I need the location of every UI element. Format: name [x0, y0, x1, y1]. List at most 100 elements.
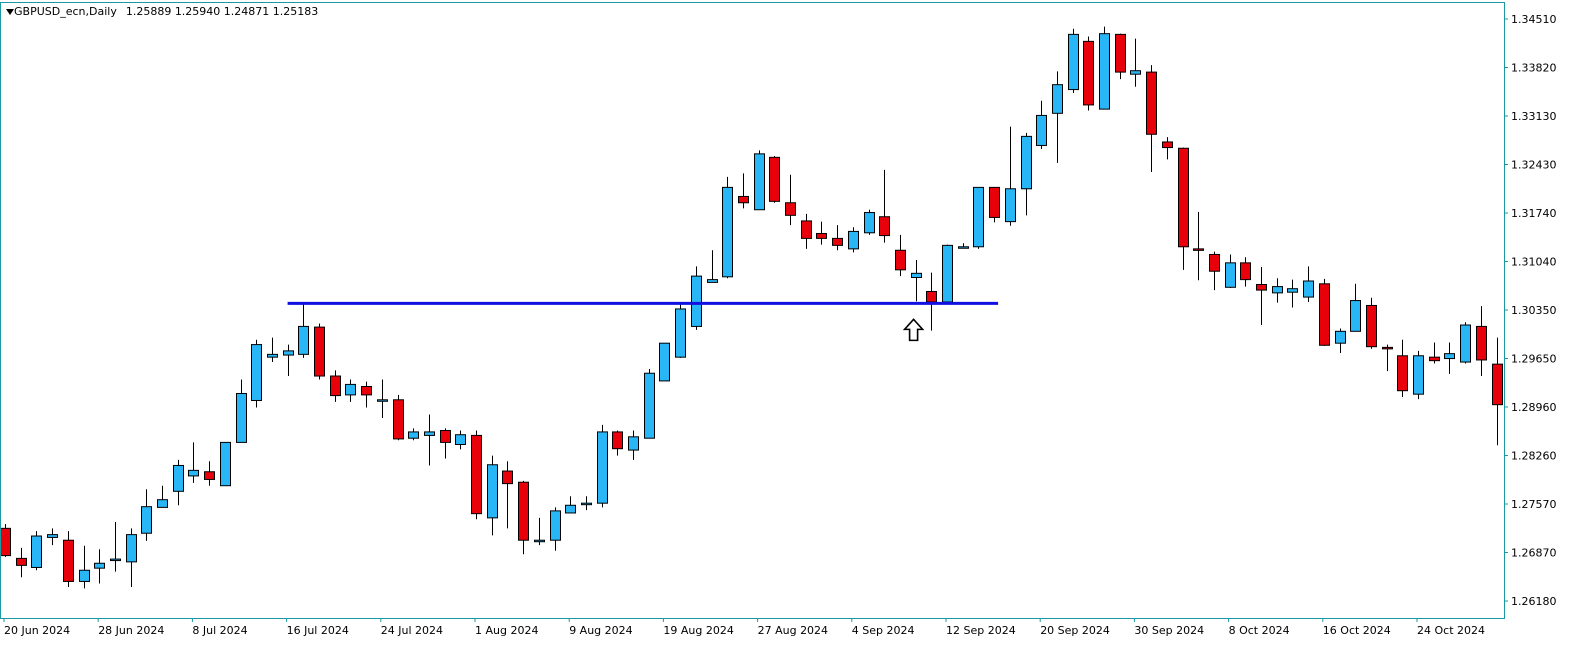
- candle[interactable]: [1005, 126, 1016, 226]
- candle[interactable]: [141, 489, 152, 541]
- candle[interactable]: [848, 227, 859, 253]
- candle[interactable]: [1162, 137, 1173, 160]
- candle[interactable]: [393, 394, 404, 441]
- candle[interactable]: [1413, 350, 1424, 400]
- candle[interactable]: [675, 303, 686, 358]
- candle[interactable]: [377, 379, 388, 418]
- candle[interactable]: [126, 528, 137, 588]
- candle[interactable]: [691, 266, 702, 330]
- candle[interactable]: [220, 441, 231, 487]
- candle[interactable]: [471, 430, 482, 520]
- candle[interactable]: [659, 342, 670, 382]
- candle[interactable]: [1287, 279, 1298, 308]
- candle[interactable]: [1476, 306, 1487, 377]
- candle[interactable]: [79, 545, 90, 589]
- candle[interactable]: [832, 225, 843, 251]
- candle[interactable]: [1272, 278, 1283, 303]
- candle[interactable]: [298, 301, 309, 358]
- candle[interactable]: [581, 496, 592, 511]
- candle[interactable]: [518, 480, 529, 555]
- candle[interactable]: [1460, 322, 1471, 364]
- candle[interactable]: [1303, 266, 1314, 302]
- candle[interactable]: [1130, 38, 1141, 87]
- candle[interactable]: [110, 522, 121, 572]
- candle[interactable]: [769, 155, 780, 203]
- candle[interactable]: [1036, 100, 1047, 149]
- candle[interactable]: [408, 428, 419, 441]
- x-tick-label: 4 Sep 2024: [852, 624, 915, 637]
- candle[interactable]: [157, 485, 168, 508]
- candle[interactable]: [1335, 328, 1346, 353]
- candle[interactable]: [361, 381, 372, 408]
- candle[interactable]: [283, 344, 294, 377]
- candle[interactable]: [707, 250, 718, 283]
- candle[interactable]: [644, 369, 655, 439]
- candle[interactable]: [989, 186, 1000, 223]
- candle[interactable]: [345, 379, 356, 402]
- candle[interactable]: [1319, 278, 1330, 346]
- candle[interactable]: [628, 430, 639, 460]
- candle[interactable]: [1350, 283, 1361, 332]
- candle[interactable]: [565, 496, 576, 514]
- candle[interactable]: [1068, 28, 1079, 94]
- candle[interactable]: [911, 260, 922, 302]
- candle[interactable]: [1209, 251, 1220, 291]
- candle[interactable]: [942, 244, 953, 304]
- candle[interactable]: [801, 213, 812, 249]
- candle[interactable]: [895, 234, 906, 277]
- candle[interactable]: [1225, 254, 1236, 288]
- up-arrow-icon[interactable]: [902, 318, 925, 342]
- candle[interactable]: [958, 243, 969, 249]
- candle[interactable]: [16, 547, 27, 578]
- candle[interactable]: [204, 461, 215, 486]
- candle[interactable]: [864, 209, 875, 235]
- candle[interactable]: [785, 174, 796, 226]
- candle[interactable]: [926, 272, 937, 331]
- candle-body-bear: [440, 430, 451, 443]
- collapse-triangle-icon[interactable]: [6, 8, 14, 15]
- candle[interactable]: [1115, 33, 1126, 80]
- candle[interactable]: [738, 173, 749, 209]
- candle[interactable]: [251, 339, 262, 408]
- candle[interactable]: [722, 176, 733, 279]
- candle[interactable]: [94, 549, 105, 584]
- candle[interactable]: [0, 524, 11, 557]
- candle[interactable]: [1256, 267, 1267, 326]
- candle[interactable]: [236, 379, 247, 443]
- candle[interactable]: [1444, 342, 1455, 374]
- candle[interactable]: [487, 455, 498, 536]
- candle[interactable]: [1382, 344, 1393, 372]
- candle[interactable]: [1052, 71, 1063, 163]
- candle[interactable]: [973, 186, 984, 249]
- candle[interactable]: [330, 370, 341, 402]
- candle[interactable]: [1429, 342, 1440, 364]
- candle[interactable]: [502, 461, 513, 529]
- candle[interactable]: [440, 428, 451, 459]
- candle[interactable]: [455, 430, 466, 450]
- candle[interactable]: [314, 323, 325, 380]
- candle[interactable]: [597, 424, 608, 508]
- candle[interactable]: [1146, 65, 1157, 173]
- candle[interactable]: [879, 169, 890, 243]
- candle[interactable]: [1083, 36, 1094, 111]
- candle[interactable]: [188, 442, 199, 483]
- candle[interactable]: [534, 517, 545, 546]
- candle[interactable]: [173, 459, 184, 506]
- candle[interactable]: [754, 150, 765, 211]
- candle[interactable]: [1178, 147, 1189, 270]
- candle[interactable]: [1021, 132, 1032, 216]
- candle[interactable]: [63, 531, 74, 588]
- candle[interactable]: [1397, 339, 1408, 397]
- candle[interactable]: [1492, 337, 1503, 446]
- candle[interactable]: [816, 221, 827, 245]
- candle[interactable]: [1240, 257, 1251, 287]
- candle[interactable]: [612, 430, 623, 456]
- candle[interactable]: [47, 528, 58, 546]
- candle[interactable]: [424, 414, 435, 466]
- candle[interactable]: [31, 531, 42, 571]
- candle[interactable]: [1099, 26, 1110, 110]
- candle[interactable]: [1193, 211, 1204, 281]
- candle[interactable]: [550, 507, 561, 551]
- candle[interactable]: [267, 337, 278, 363]
- candle[interactable]: [1366, 297, 1377, 349]
